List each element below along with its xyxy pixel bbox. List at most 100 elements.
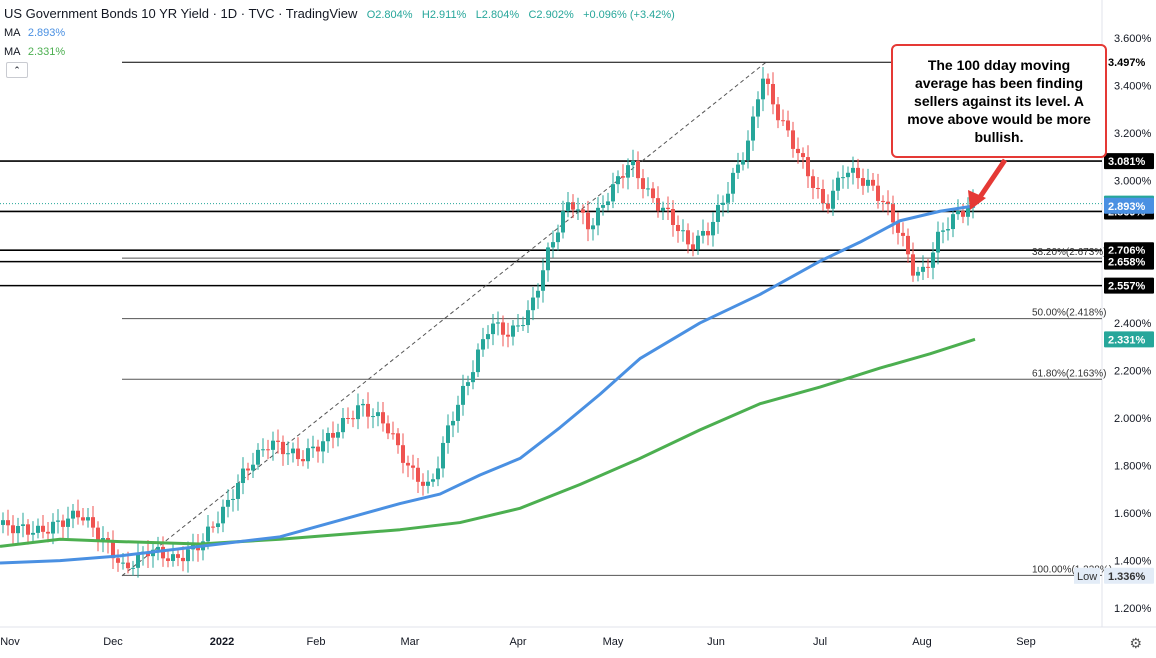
y-tick-label: 3.000%: [1114, 175, 1152, 187]
candle-body: [841, 177, 845, 179]
candle-body: [626, 165, 630, 178]
candle-body: [636, 160, 640, 179]
candle-body: [896, 222, 900, 233]
ma100-value: 2.893%: [27, 27, 66, 39]
candle-body: [666, 207, 670, 210]
candle-body: [606, 201, 610, 206]
candle-body: [236, 483, 240, 499]
candle-body: [556, 232, 560, 243]
candle-body: [231, 498, 235, 500]
candle-body: [876, 185, 880, 201]
fib-level-label: 50.00%(2.418%): [1032, 308, 1107, 319]
candle-body: [711, 221, 715, 236]
candle-body: [746, 140, 750, 161]
candle-body: [791, 130, 795, 149]
candle-body: [761, 78, 765, 100]
candle-body: [866, 179, 870, 186]
candle-body: [446, 425, 450, 443]
candle-body: [21, 524, 25, 526]
candle-body: [381, 412, 385, 424]
candle-body: [126, 562, 130, 569]
candle-body: [66, 518, 70, 527]
y-tick-label: 3.600%: [1114, 33, 1152, 45]
candle-body: [781, 120, 785, 122]
candle-body: [686, 230, 690, 245]
candle-body: [441, 442, 445, 469]
candle-body: [96, 527, 100, 541]
ma200-legend[interactable]: MA 2.331%: [4, 42, 675, 61]
price-tag-bg: [1104, 331, 1154, 348]
candle-body: [786, 120, 790, 131]
candle-body: [366, 403, 370, 417]
low-tag: 1.336%: [1108, 571, 1146, 583]
candle-body: [86, 517, 90, 521]
candle-body: [751, 116, 755, 141]
candle-body: [656, 198, 660, 211]
candle-body: [766, 78, 770, 84]
candle-body: [346, 417, 350, 419]
candle-body: [26, 524, 30, 535]
symbol-title[interactable]: US Government Bonds 10 YR Yield · 1D · T…: [4, 6, 358, 21]
candle-body: [956, 211, 960, 215]
candle-body: [541, 270, 545, 291]
candle-body: [31, 532, 35, 535]
candle-body: [406, 462, 410, 466]
candle-body: [316, 446, 320, 452]
ma200-label: MA: [4, 46, 21, 58]
candle-body: [526, 310, 530, 326]
candle-body: [886, 201, 890, 205]
candle-body: [286, 453, 290, 455]
annotation-arrow-head: [968, 190, 986, 210]
candle-body: [616, 176, 620, 185]
candle-body: [731, 172, 735, 194]
candle-body: [476, 349, 480, 373]
candle-body: [676, 224, 680, 232]
candle-body: [641, 178, 645, 189]
candle-body: [351, 418, 355, 420]
y-tick-label: 3.400%: [1114, 80, 1152, 92]
candle-body: [911, 254, 915, 276]
candle-body: [491, 323, 495, 335]
candle-body: [256, 449, 260, 465]
x-tick-label: Dec: [103, 636, 123, 648]
candle-body: [881, 200, 885, 202]
candle-body: [631, 160, 635, 166]
candle-body: [511, 325, 515, 337]
candle-body: [961, 211, 965, 217]
candle-body: [181, 557, 185, 562]
candle-body: [566, 202, 570, 212]
candle-body: [176, 554, 180, 558]
gear-icon[interactable]: ⚙: [1129, 635, 1142, 651]
candle-body: [371, 416, 375, 418]
candle-body: [246, 468, 250, 471]
close-value: C2.902%: [528, 9, 574, 21]
candle-body: [221, 506, 225, 524]
candle-body: [871, 179, 875, 186]
candle-body: [166, 558, 170, 561]
candle-body: [436, 468, 440, 480]
candle-body: [681, 230, 685, 232]
candle-body: [481, 339, 485, 350]
ma100-line: [0, 204, 976, 565]
candle-body: [936, 231, 940, 253]
candle-body: [321, 441, 325, 452]
ma100-legend[interactable]: MA 2.893%: [4, 23, 675, 42]
candle-body: [821, 189, 825, 204]
candle-body: [796, 148, 800, 154]
candle-body: [806, 157, 810, 177]
candle-body: [421, 481, 425, 486]
ma100-label: MA: [4, 27, 21, 39]
candle-body: [906, 235, 910, 255]
candle-body: [391, 433, 395, 435]
candle-body: [16, 525, 20, 534]
collapse-legend-button[interactable]: ⌃: [6, 62, 28, 78]
fib-level-label: 38.20%(2.673%): [1032, 247, 1107, 258]
trend-line: [121, 61, 767, 577]
candle-body: [756, 99, 760, 117]
candle-body: [136, 554, 140, 568]
candle-body: [861, 178, 865, 186]
level-tag: 3.081%: [1108, 156, 1146, 168]
level-tag: 2.557%: [1108, 281, 1146, 293]
level-tag-bg: [1104, 277, 1154, 294]
